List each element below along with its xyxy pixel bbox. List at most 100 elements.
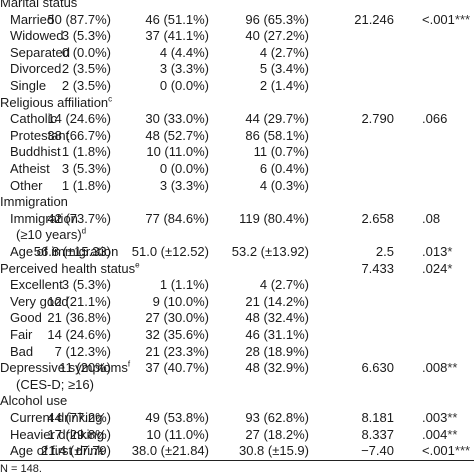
table-row: (≥10 years)d [0,226,474,244]
footnote-marker: e [135,260,140,270]
group2-cell: 32 (35.6%) [145,327,209,342]
group2-cell: 21 (23.3%) [145,344,209,359]
total-cell: 48 (32.4%) [245,310,309,325]
significance-stars: *** [454,443,471,458]
table-row: Very good 12 (21.1%) 9 (10.0%) 21 (14.2%) [0,293,474,311]
row-label: Separated [10,45,70,60]
group2-cell: 1 (1.1%) [159,277,209,292]
total-cell: 40 (27.2%) [245,28,309,43]
section-row: Alcohol use [0,392,474,410]
row-label: Bad [10,344,34,359]
group2-cell: 27 (30.0%) [145,310,209,325]
p-value-cell: .008** [422,360,458,375]
row-label: (≥10 years)d [16,226,87,242]
group2-cell: 37 (40.7%) [145,360,209,375]
group1-cell: 21 (36.8%) [47,310,111,325]
p-value-cell: .066 [422,111,448,126]
row-label: Immigration [10,211,78,226]
group2-cell: 48 (52.7%) [145,128,209,143]
row-label: Protestant [10,128,70,143]
row-label: Divorced [10,61,62,76]
p-value-cell: <.001*** [422,12,471,27]
section-row: Perceived health statuse 7.433 .024* [0,260,474,278]
footnote-marker: c [108,94,113,104]
test-statistic-cell: −7.40 [361,443,394,458]
group1-cell: 14 (24.6%) [47,111,111,126]
table-row: Catholic 14 (24.6%) 30 (33.0%) 44 (29.7%) 2.… [0,110,474,128]
p-value-cell: .08 [422,211,441,226]
section-row: Depressive symptomsf 11 (20%) 37 (40.7%) 48… [0,359,474,377]
table-row: Other 1 (1.8%) 3 (3.3%) 4 (0.3%) [0,177,474,195]
p-value-cell: .003** [422,410,458,425]
table-row: Single 2 (3.5%) 0 (0.0%) 2 (1.4%) [0,77,474,95]
group1-cell: 56.8 (±15.33) [33,244,111,259]
table-row: (CES-D; ≥16) [0,376,474,394]
table-row: Age of first drink 21.4 (±7.79) 38.0 (±21.… [0,442,474,460]
table-row: Heavier drinking 17 (29.8%) 10 (11.0%) 27 (… [0,426,474,444]
total-cell: 28 (18.9%) [245,344,309,359]
table-row: Married 50 (87.7%) 46 (51.1%) 96 (65.3%) 21.… [0,11,474,29]
group1-cell: 3 (5.3%) [61,161,111,176]
group1-cell: 2 (3.5%) [61,78,111,93]
group1-cell: 7 (12.3%) [54,344,111,359]
group2-cell: 0 (0.0%) [159,78,209,93]
group1-cell: 21.4 (±7.79) [40,443,111,458]
row-label: Buddhist [10,144,61,159]
group1-cell: 44 (77.2%) [47,410,111,425]
group1-cell: 2 (3.5%) [61,61,111,76]
row-label: Atheist [10,161,50,176]
total-cell: 46 (31.1%) [245,327,309,342]
significance-stars: ** [447,427,458,442]
table-row: Fair 14 (24.6%) 32 (35.6%) 46 (31.1%) [0,326,474,344]
table-row: Age of immigration 56.8 (±15.33) 51.0 (±12… [0,243,474,261]
test-statistic-cell: 8.181 [361,410,394,425]
group1-cell: 11 (20%) [59,360,111,375]
group1-cell: 1 (1.8%) [61,144,111,159]
group1-cell: 1 (1.8%) [61,178,111,193]
total-cell: 30.8 (±15.9) [238,443,309,458]
row-label: Perceived health statuse [0,260,140,276]
total-cell: 6 (0.4%) [259,161,309,176]
row-label: Widowed [10,28,64,43]
table-row: Protestant 38 (66.7%) 48 (52.7%) 86 (58.1%) [0,127,474,145]
row-label: Fair [10,327,33,342]
table-row: Immigration 42 (73.7%) 77 (84.6%) 119 (80.4… [0,210,474,228]
footnote-marker: d [81,226,87,236]
group1-cell: 3 (5.3%) [61,28,111,43]
p-value-cell: .004** [422,427,458,442]
significance-stars: * [447,261,453,276]
group2-cell: 49 (53.8%) [145,410,209,425]
section-row: Religious affiliationc [0,94,474,112]
group1-cell: 38 (66.7%) [47,128,111,143]
row-label: Heavier drinking [10,427,104,442]
group1-cell: 42 (73.7%) [47,211,111,226]
table-bottom-rule [0,460,474,461]
row-label: Marital status [0,0,78,10]
table-row: Bad 7 (12.3%) 21 (23.3%) 28 (18.9%) [0,343,474,361]
row-label: Age of immigration [10,244,119,259]
group2-cell: 4 (4.4%) [159,45,209,60]
group1-cell: 50 (87.7%) [47,12,111,27]
group2-cell: 77 (84.6%) [145,211,209,226]
row-label: Married [10,12,55,27]
test-statistic-cell: 7.433 [361,261,394,276]
significance-stars: *** [454,12,471,27]
group2-cell: 51.0 (±12.52) [131,244,209,259]
group1-cell: 17 (29.8%) [47,427,111,442]
row-label: Catholic [10,111,57,126]
total-cell: 4 (0.3%) [259,178,309,193]
total-cell: 44 (29.7%) [245,111,309,126]
total-cell: 93 (62.8%) [245,410,309,425]
group2-cell: 37 (41.1%) [145,28,209,43]
section-row: Immigration [0,193,474,211]
row-label: Immigration [0,194,68,209]
table-note: N = 148. [0,463,42,475]
group2-cell: 9 (10.0%) [152,294,209,309]
row-label: Alcohol use [0,393,68,408]
row-label: Current drinking [10,410,103,425]
table-row: Excellent 3 (5.3%) 1 (1.1%) 4 (2.7%) [0,276,474,294]
p-value-cell: <.001*** [422,443,471,458]
group2-cell: 38.0 (±21.84) [131,443,209,458]
group2-cell: 46 (51.1%) [145,12,209,27]
